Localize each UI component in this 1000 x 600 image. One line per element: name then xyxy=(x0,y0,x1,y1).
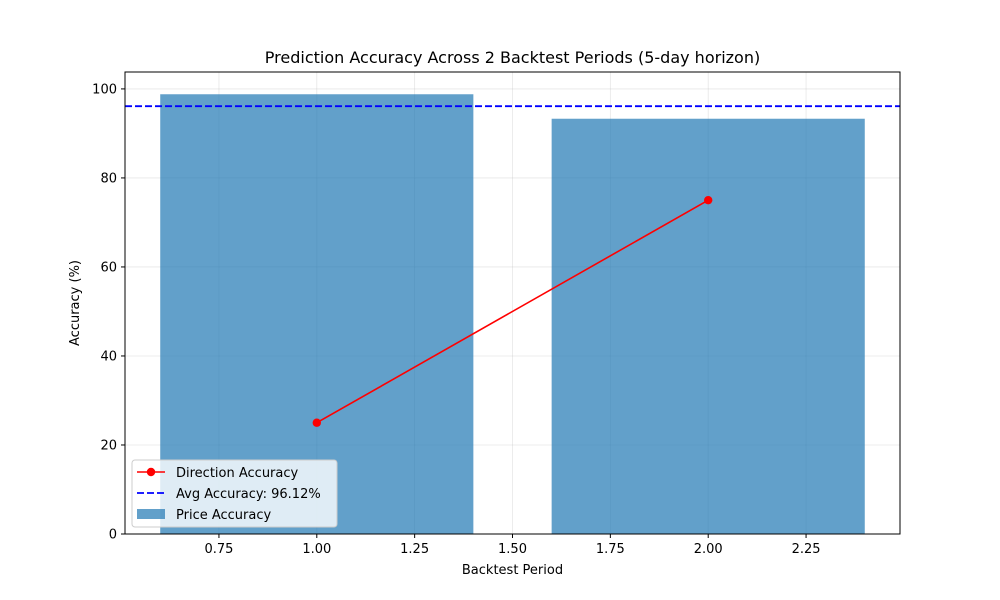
x-tick-label: 1.00 xyxy=(302,542,331,557)
x-tick-label: 1.75 xyxy=(596,542,625,557)
y-tick-label: 20 xyxy=(100,438,117,453)
price-accuracy-bar xyxy=(551,118,865,534)
y-tick-label: 80 xyxy=(100,171,117,186)
direction-accuracy-point xyxy=(312,418,321,427)
x-tick-label: 2.25 xyxy=(792,542,821,557)
legend-label: Avg Accuracy: 96.12% xyxy=(176,487,321,502)
bar-series xyxy=(160,94,865,534)
y-tick-label: 60 xyxy=(100,260,117,275)
legend-label: Price Accuracy xyxy=(176,508,272,523)
x-axis-ticks: 0.75 1.00 1.25 1.50 1.75 2.00 2.25 xyxy=(204,534,821,557)
y-tick-label: 100 xyxy=(92,82,117,97)
legend-bar-swatch xyxy=(137,509,165,519)
x-tick-label: 2.00 xyxy=(694,542,723,557)
y-axis-ticks: 0 20 40 60 80 100 xyxy=(92,82,125,543)
direction-accuracy-line xyxy=(316,199,709,424)
direction-line-series xyxy=(312,195,713,427)
y-axis-label: Accuracy (%) xyxy=(68,260,83,346)
legend: Direction Accuracy Avg Accuracy: 96.12% Pr… xyxy=(131,459,338,528)
legend-marker-swatch xyxy=(146,467,156,477)
y-tick-label: 0 xyxy=(109,528,117,543)
chart-title: Prediction Accuracy Across 2 Backtest Pe… xyxy=(265,48,760,67)
legend-box xyxy=(131,459,338,528)
legend-label: Direction Accuracy xyxy=(176,466,299,481)
x-tick-label: 0.75 xyxy=(204,542,233,557)
x-tick-label: 1.25 xyxy=(400,542,429,557)
x-axis-label: Backtest Period xyxy=(462,563,563,578)
x-tick-label: 1.50 xyxy=(498,542,527,557)
y-tick-label: 40 xyxy=(100,349,117,364)
direction-accuracy-point xyxy=(704,195,713,205)
